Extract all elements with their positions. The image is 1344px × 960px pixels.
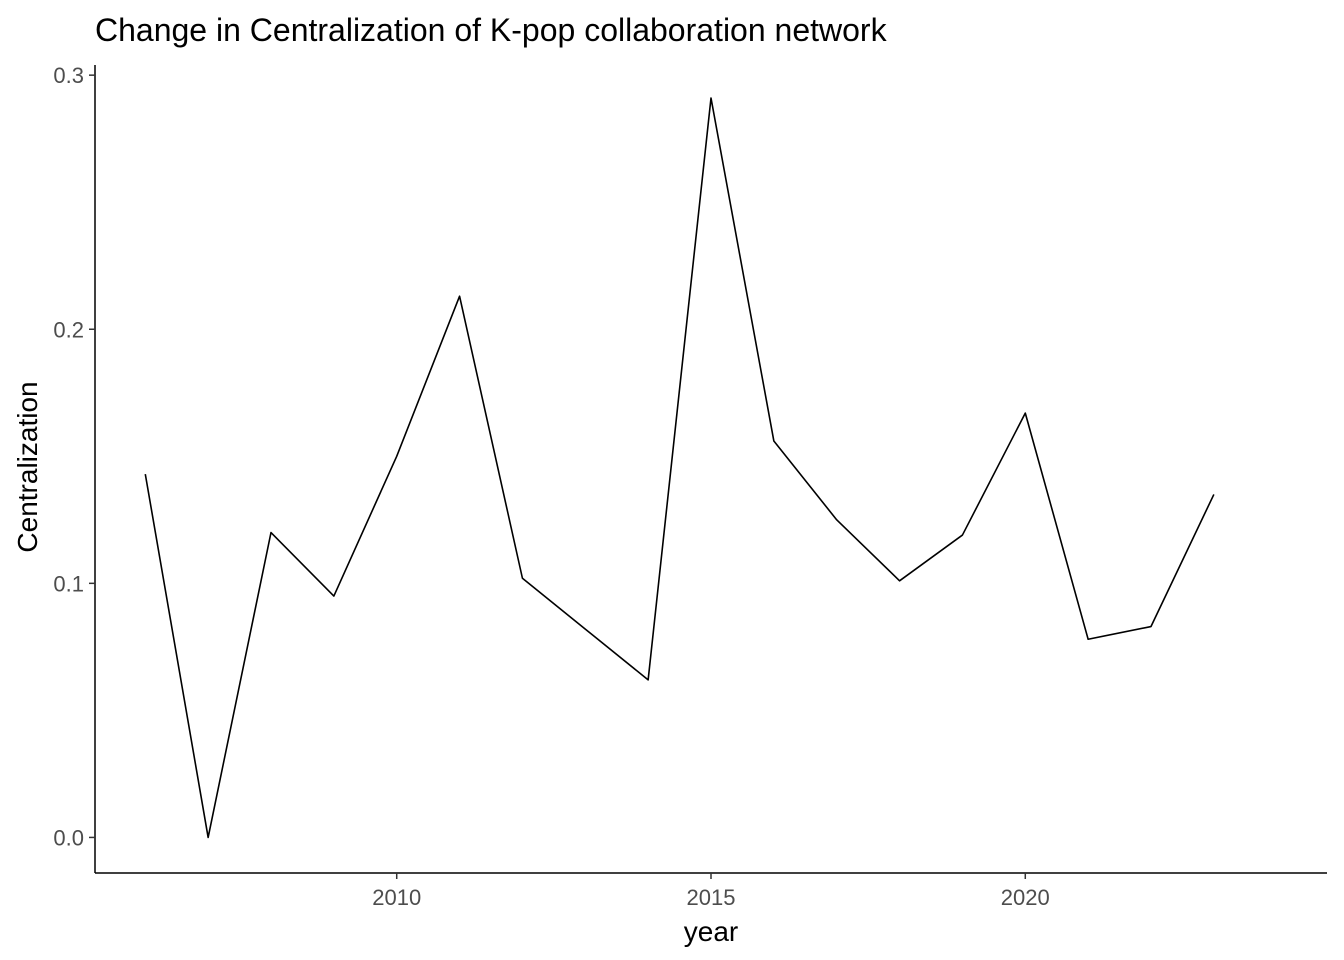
chart-title: Change in Centralization of K-pop collab… [95, 12, 888, 48]
y-tick-label: 0.0 [53, 825, 84, 850]
y-tick-label: 0.1 [53, 571, 84, 596]
series-points [144, 97, 1215, 838]
x-axis-ticks: 2010 2015 2020 [372, 873, 1050, 910]
x-tick-label: 2015 [687, 885, 736, 910]
centralization-series-line [144, 97, 1215, 839]
y-tick-label: 0.2 [53, 317, 84, 342]
x-axis-title: year [684, 916, 738, 947]
x-tick-label: 2010 [372, 885, 421, 910]
x-tick-label: 2020 [1001, 885, 1050, 910]
plot-area: 0.0 0.1 0.2 0.3 2010 2015 2020 [53, 63, 1327, 910]
y-tick-label: 0.3 [53, 63, 84, 88]
y-axis-ticks: 0.0 0.1 0.2 0.3 [53, 63, 95, 850]
y-axis-title: Centralization [12, 381, 43, 552]
